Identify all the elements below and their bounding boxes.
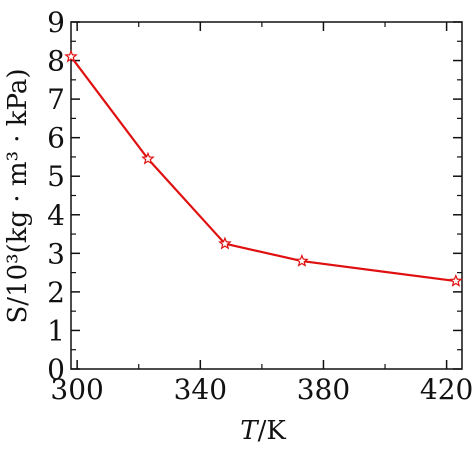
- y-tick-label: 4: [47, 199, 65, 232]
- x-tick-label: 380: [297, 373, 350, 406]
- y-tick-label: 3: [47, 237, 65, 270]
- y-tick-label: 2: [47, 276, 65, 309]
- y-tick-label: 1: [47, 314, 65, 347]
- series-line: [70, 56, 456, 283]
- data-point-star: [64, 49, 78, 63]
- x-axis-ticks: 300 340 380 420: [50, 22, 472, 406]
- data-point-star: [295, 253, 309, 267]
- y-axis-label: S/10³(kg · m³ · kPa): [3, 68, 33, 323]
- series-layer: [64, 49, 463, 287]
- y-tick-label: 5: [47, 160, 65, 193]
- data-point-star: [218, 236, 232, 250]
- x-tick-label: 340: [174, 373, 227, 406]
- y-axis-ticks: 0 1 2 3 4 5 6 7 8 9: [47, 6, 462, 386]
- x-axis-label: T/K: [240, 416, 286, 446]
- y-tick-label: 9: [47, 6, 65, 39]
- plot-frame: [70, 21, 463, 370]
- data-point-star: [449, 273, 463, 287]
- y-tick-label: 8: [47, 45, 65, 78]
- y-tick-label: 0: [47, 353, 65, 386]
- x-tick-label: 300: [50, 373, 103, 406]
- data-point-star: [141, 151, 155, 165]
- y-tick-label: 6: [47, 122, 65, 155]
- y-tick-label: 7: [47, 83, 65, 116]
- x-tick-label: 420: [420, 373, 472, 406]
